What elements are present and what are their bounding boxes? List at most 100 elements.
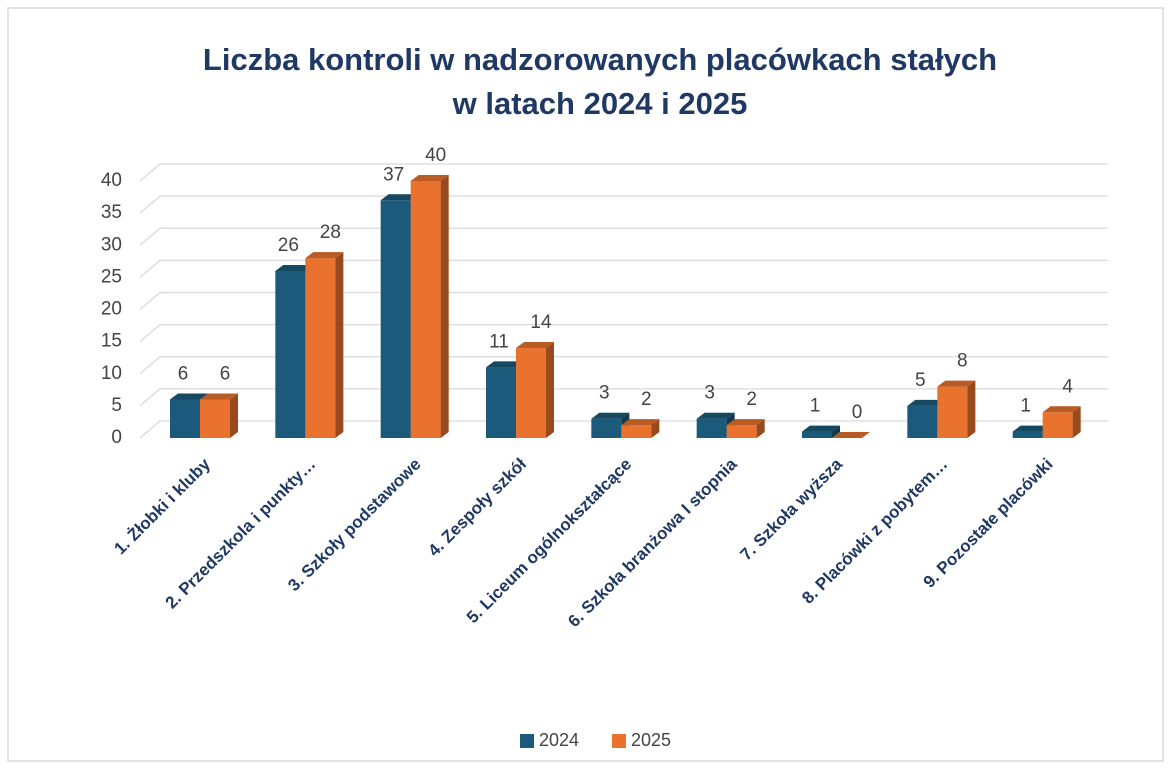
bar-side — [440, 175, 449, 438]
y-tick-label: 35 — [101, 202, 122, 223]
data-label: 6 — [220, 363, 231, 384]
bar-top — [1012, 425, 1051, 432]
data-label: 1 — [1020, 396, 1031, 417]
bar-side-shade — [651, 419, 660, 438]
bar-top-shade — [696, 412, 735, 419]
data-label: 8 — [957, 351, 968, 372]
data-label: 6 — [178, 363, 189, 384]
bar-front — [170, 399, 200, 438]
bar-front — [696, 418, 727, 438]
bar-top — [1042, 406, 1081, 413]
bar-top-shade — [907, 399, 946, 406]
bar-top — [726, 419, 765, 426]
bar-side-shade — [546, 342, 554, 438]
bar-front — [802, 431, 832, 438]
bar-top-shade — [275, 264, 314, 271]
bar-top-shade — [937, 380, 976, 387]
chart-title: Liczba kontroli w nadzorowanych placówka… — [203, 42, 997, 77]
bar-front — [1012, 431, 1043, 438]
bar-front — [591, 418, 622, 438]
data-label: 11 — [489, 331, 509, 352]
bar-top-shade — [1012, 425, 1051, 432]
data-label: 1 — [810, 396, 821, 417]
bar-top-shade — [802, 425, 840, 432]
bar-top-shade — [410, 175, 449, 181]
bar-top — [200, 393, 238, 400]
bar-front — [1042, 412, 1073, 438]
grid-line — [139, 420, 1108, 439]
bar-top-shade — [516, 342, 554, 349]
data-label: 28 — [320, 222, 341, 243]
bar-top — [275, 264, 314, 271]
chart-title: w latach 2024 i 2025 — [452, 86, 748, 121]
data-label: 3 — [704, 383, 715, 404]
bar-front — [486, 367, 516, 438]
bar-top — [937, 380, 976, 387]
bar-top-shade — [486, 361, 524, 368]
grid-line — [139, 291, 1108, 310]
bar-side — [1072, 406, 1081, 438]
bar-top-shade — [380, 194, 419, 201]
bar-top — [380, 194, 419, 201]
bar-top — [591, 412, 630, 419]
bar-front — [275, 270, 306, 438]
data-label: 3 — [599, 383, 610, 404]
data-label: 37 — [383, 164, 404, 185]
data-label: 14 — [530, 312, 552, 333]
bar-top-shade — [200, 393, 238, 400]
bar-side — [230, 393, 238, 438]
legend-swatch — [612, 734, 626, 748]
grid-line — [139, 195, 1108, 214]
grid-line — [139, 227, 1108, 246]
bar-top-shade — [305, 252, 344, 259]
bar-top — [516, 342, 554, 349]
bar-top — [621, 419, 660, 426]
grid-line — [139, 388, 1108, 407]
bar-side — [756, 419, 765, 438]
bar-front — [937, 386, 968, 438]
y-tick-label: 10 — [101, 363, 122, 384]
grid-line — [139, 163, 1108, 182]
y-tick-label: 40 — [101, 170, 122, 191]
bar-top-shade — [170, 393, 208, 400]
bar-top — [907, 399, 946, 406]
legend-label: 2024 — [539, 730, 579, 750]
grid-line — [139, 323, 1108, 343]
grid-line — [139, 356, 1108, 375]
bar — [1042, 406, 1081, 438]
bar-side — [967, 380, 976, 438]
bar — [410, 175, 449, 438]
bar-front — [380, 200, 411, 438]
data-label: 2 — [641, 389, 652, 410]
bar-side-shade — [967, 380, 976, 438]
bar-side-shade — [230, 393, 238, 438]
data-label: 0 — [852, 402, 863, 423]
data-label: 5 — [915, 370, 926, 391]
bar — [832, 432, 870, 438]
bar-top-shade — [621, 419, 660, 426]
bar-side — [335, 252, 344, 438]
bar-side — [546, 342, 554, 438]
bar-side-shade — [832, 425, 840, 438]
bar-top-shade — [1042, 406, 1081, 413]
bar-top — [802, 425, 840, 432]
data-label: 26 — [278, 235, 299, 256]
bar-top — [696, 412, 735, 419]
bar-side-shade — [756, 419, 765, 438]
bar — [516, 342, 554, 438]
y-tick-label: 25 — [101, 266, 122, 287]
bar — [802, 425, 840, 438]
bar-side-shade — [335, 252, 344, 438]
bar — [937, 380, 976, 438]
bar-top — [305, 252, 344, 259]
bar — [305, 252, 344, 438]
bar-top — [410, 175, 449, 181]
y-tick-label: 0 — [111, 427, 122, 448]
bar-top — [486, 361, 524, 368]
bar-front — [907, 405, 938, 438]
bar-top-shade — [726, 419, 765, 426]
data-label: 4 — [1062, 376, 1073, 397]
bar-top-shade — [591, 412, 630, 419]
bar-front — [726, 425, 757, 438]
